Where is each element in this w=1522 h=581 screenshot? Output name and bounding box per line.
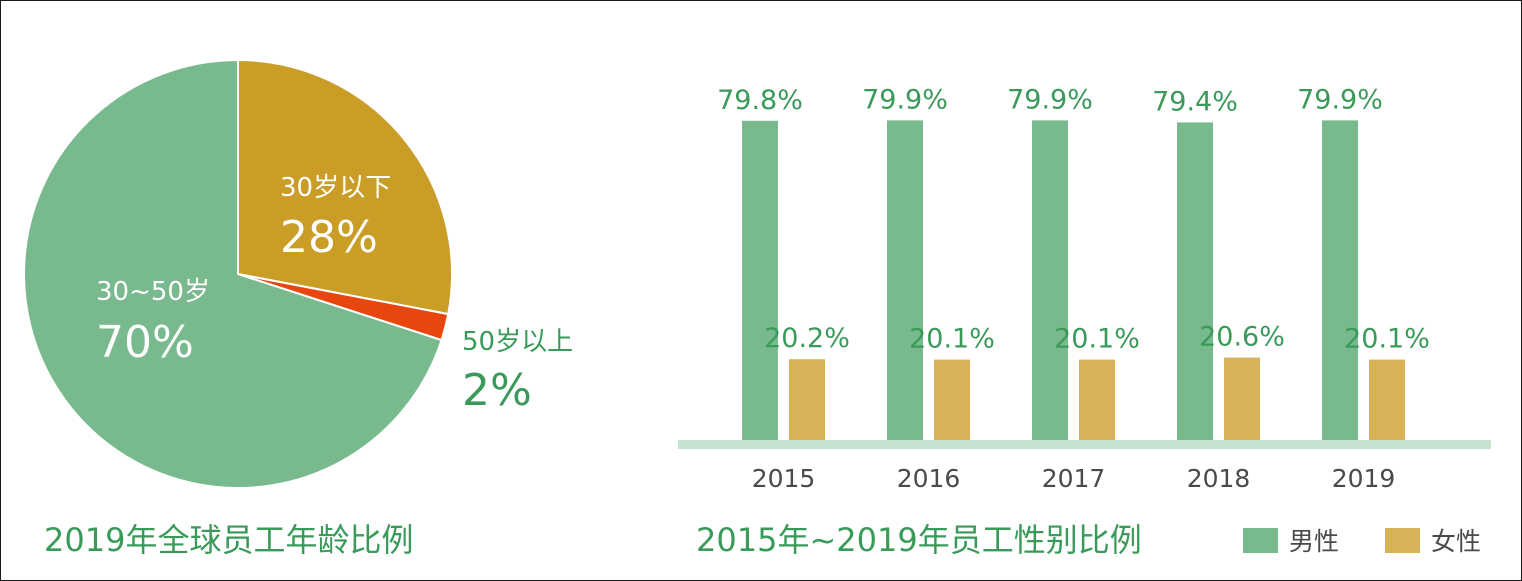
label-female-2016: 20.1%: [909, 324, 995, 355]
slice-label-under-30: 30岁以下: [280, 173, 391, 203]
bar-male-2015: [742, 120, 778, 441]
x-tick-2019: 2019: [1332, 464, 1396, 493]
bar-female-2017: [1079, 359, 1115, 440]
label-female-2015: 20.2%: [764, 323, 850, 354]
label-male-2019: 79.9%: [1297, 84, 1383, 115]
x-tick-2015: 2015: [752, 464, 816, 493]
slice-value-under-30: 28%: [280, 212, 378, 263]
bar-female-2015: [789, 359, 825, 440]
bar-legend: 男性 女性: [1243, 527, 1481, 556]
gender-bar-chart: 79.8% 20.2% 2015 79.9% 20.1% 2016 79.9% 20.1% 20…: [678, 84, 1491, 493]
label-female-2019: 20.1%: [1344, 324, 1430, 355]
bar-male-2019: [1322, 120, 1358, 441]
bar-female-2019: [1369, 359, 1405, 440]
label-male-2016: 79.9%: [862, 84, 948, 115]
label-female-2018: 20.6%: [1199, 322, 1285, 353]
slice-value-over-50: 2%: [462, 365, 532, 416]
age-pie-chart: [23, 58, 453, 489]
legend-label-female: 女性: [1431, 527, 1481, 556]
pie-slice-30-50: [23, 58, 443, 489]
legend-swatch-female: [1385, 528, 1420, 553]
slice-label-30-50: 30~50岁: [96, 277, 210, 307]
legend-swatch-male: [1243, 528, 1278, 553]
x-tick-2016: 2016: [897, 464, 961, 493]
slice-label-over-50: 50岁以上: [462, 327, 573, 357]
bar-chart-title: 2015年~2019年员工性别比例: [696, 521, 1142, 559]
x-axis-baseline: [678, 440, 1491, 449]
pie-slice-under-30: [237, 58, 453, 316]
legend-label-male: 男性: [1289, 527, 1339, 556]
bar-male-2018: [1177, 122, 1213, 441]
slice-value-30-50: 70%: [96, 317, 194, 368]
label-male-2015: 79.8%: [717, 85, 803, 116]
label-male-2017: 79.9%: [1007, 84, 1093, 115]
bar-male-2017: [1032, 120, 1068, 441]
bar-female-2016: [934, 359, 970, 440]
x-tick-2017: 2017: [1042, 464, 1106, 493]
bar-female-2018: [1224, 357, 1260, 440]
bar-male-2016: [887, 120, 923, 441]
age-pie-labels: 30岁以下 28% 50岁以上 2% 30~50岁 70%: [96, 173, 573, 416]
label-female-2017: 20.1%: [1054, 324, 1140, 355]
pie-chart-title: 2019年全球员工年龄比例: [44, 521, 413, 559]
label-male-2018: 79.4%: [1152, 86, 1238, 117]
x-tick-2018: 2018: [1187, 464, 1251, 493]
